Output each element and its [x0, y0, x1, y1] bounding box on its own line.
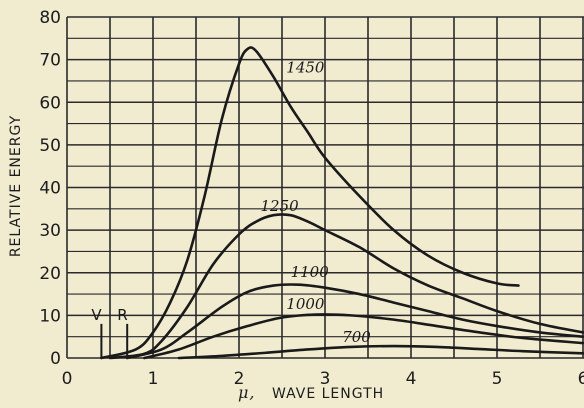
marker-label-R: R: [117, 306, 127, 324]
y-tick-label: 70: [39, 51, 61, 71]
x-tick-label: 4: [406, 369, 417, 389]
x-axis-symbol: μ,: [238, 383, 255, 402]
y-axis-label: RELATIVE ENERGY: [8, 115, 24, 257]
x-tick-label: 5: [492, 369, 503, 389]
curve-label-1100: 1100: [291, 263, 330, 281]
curve-label-1000: 1000: [286, 295, 325, 313]
curve-label-1250: 1250: [261, 197, 300, 215]
y-tick-label: 40: [39, 179, 61, 199]
curve-700: [177, 344, 584, 360]
curve-1450: [100, 46, 520, 360]
x-tick-label: 0: [62, 369, 73, 389]
marker-label-V: V: [91, 306, 102, 324]
curves-layer: 1450 1250 1100 1000 700: [100, 46, 584, 360]
x-axis-label: WAVE LENGTH: [272, 386, 384, 402]
y-tick-label: 60: [39, 93, 61, 113]
curve-1100: [125, 283, 584, 360]
x-tick-label: 1: [148, 369, 159, 389]
curve-1000: [143, 313, 584, 360]
y-tick-label: 0: [50, 349, 61, 369]
x-tick-label: 2: [234, 369, 245, 389]
y-tick-label: 10: [39, 306, 61, 326]
x-tick-label: 3: [320, 369, 331, 389]
y-tick-label: 80: [39, 8, 61, 28]
x-axis-title: μ, WAVE LENGTH: [238, 383, 384, 402]
y-tick-label: 50: [39, 136, 61, 156]
curve-label-700: 700: [342, 328, 371, 346]
y-tick-label: 20: [39, 264, 61, 284]
x-tick-label: 6: [578, 369, 584, 389]
curve-1250: [108, 213, 584, 360]
curve-label-1450: 1450: [286, 58, 325, 76]
y-tick-label: 30: [39, 221, 61, 241]
plot-grid: [66, 16, 584, 359]
